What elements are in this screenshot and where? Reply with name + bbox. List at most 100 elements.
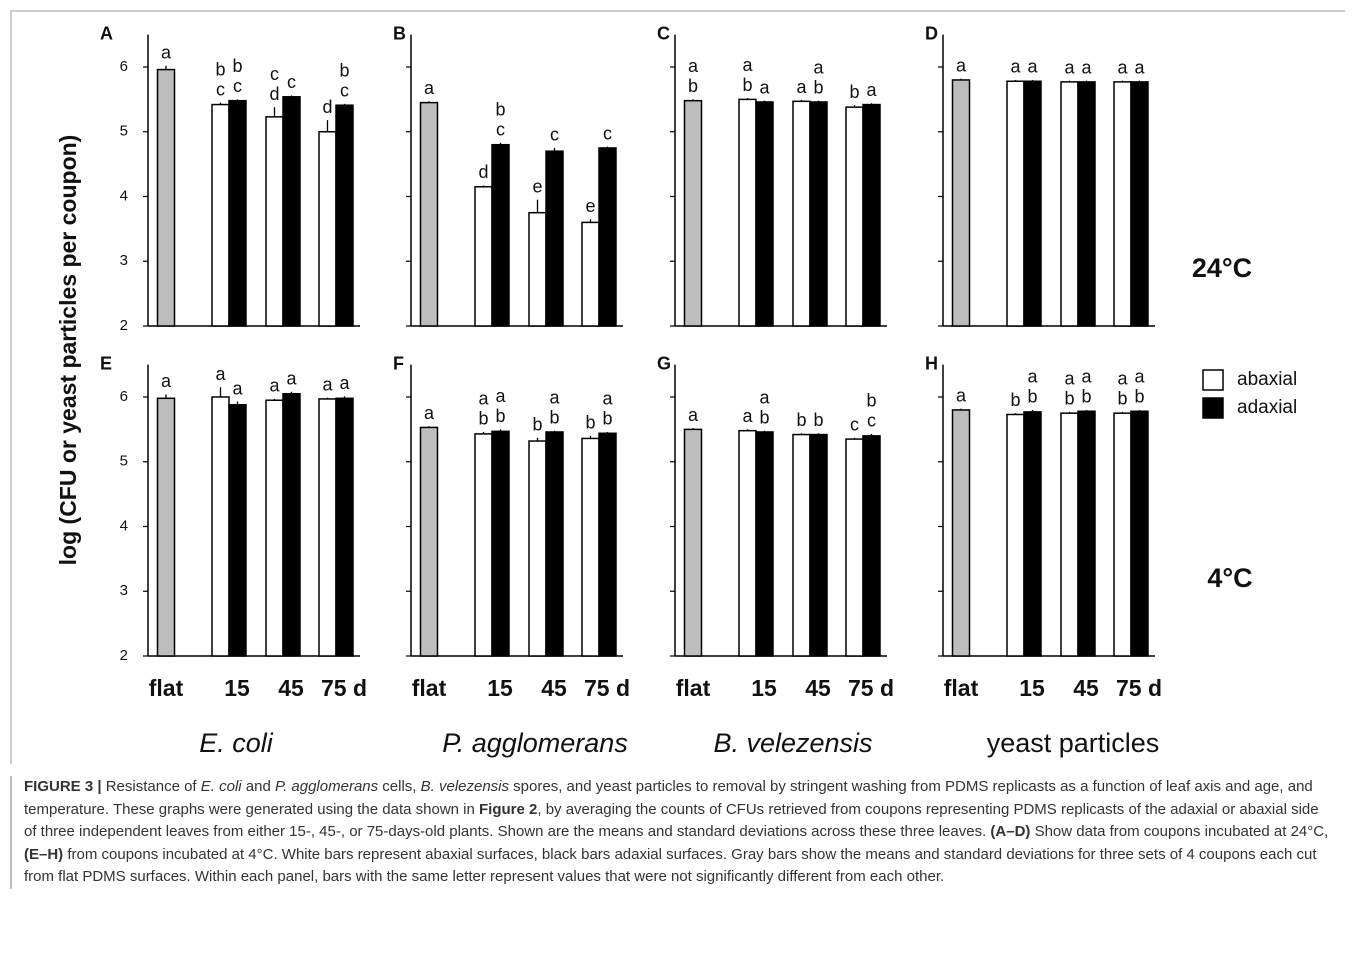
caption-text: cells, [378, 778, 421, 795]
bar [528, 440, 547, 657]
significance-letter: a [602, 389, 613, 409]
bar [755, 431, 774, 657]
x-tick-label: flat [412, 675, 447, 701]
y-tick-label: 6 [120, 388, 128, 405]
caption-text: B. velezensis [420, 778, 510, 795]
bar [862, 103, 881, 327]
bar [951, 409, 971, 657]
significance-letter: e [585, 196, 595, 216]
significance-letter: a [478, 389, 489, 409]
x-tick-label: 15 [487, 675, 513, 701]
significance-letter: a [813, 57, 824, 77]
bar [1130, 410, 1149, 657]
significance-letter: a [1117, 57, 1128, 77]
significance-letter: b [813, 410, 823, 430]
bar [419, 101, 439, 327]
significance-letter: a [1010, 57, 1021, 77]
x-tick-label: 75 d [848, 675, 894, 701]
bar [545, 431, 564, 657]
significance-letter: b [532, 415, 542, 435]
caption-text: and [241, 778, 275, 795]
caption-text: (E–H) [24, 845, 64, 863]
significance-letter: c [603, 123, 612, 143]
significance-letter: d [269, 84, 279, 104]
panel-label: E [100, 353, 112, 373]
x-tick-label: 75 d [1116, 675, 1162, 701]
x-tick-label: 15 [751, 675, 777, 701]
bar [1060, 412, 1079, 657]
significance-letter: a [339, 373, 350, 393]
organism-label: E. coli [199, 728, 274, 758]
significance-letter: a [742, 406, 753, 426]
significance-letter: a [424, 403, 435, 423]
bar [228, 99, 247, 327]
significance-letter: a [424, 78, 435, 98]
significance-letter: a [215, 364, 226, 384]
significance-letter: b [495, 100, 505, 120]
caption-text: FIGURE 3 | [24, 778, 102, 795]
bar [792, 433, 811, 657]
bar [156, 68, 176, 327]
significance-letter: b [215, 59, 225, 79]
bar [1113, 81, 1132, 327]
significance-letter: a [1134, 367, 1145, 387]
organism-label: yeast particles [987, 728, 1160, 758]
significance-letter: b [1027, 387, 1037, 407]
bar [282, 96, 301, 327]
caption-text: , by averaging the counts of CFUs retrie… [24, 800, 1319, 841]
significance-letter: b [585, 413, 595, 433]
bar [474, 433, 493, 657]
bar [1006, 80, 1025, 327]
significance-letter: d [478, 162, 488, 182]
significance-letter: a [688, 56, 699, 76]
panel-label: C [657, 23, 670, 43]
bar [1113, 412, 1132, 657]
bar [683, 99, 703, 327]
legend-label: abaxial [1237, 369, 1297, 390]
significance-letter: c [340, 81, 349, 101]
significance-letter: b [549, 407, 559, 427]
significance-letter: a [956, 385, 967, 405]
x-tick-label: 45 [541, 675, 567, 701]
bar [545, 150, 564, 327]
significance-letter: b [602, 409, 612, 429]
bar [1023, 80, 1042, 327]
significance-letter: e [532, 176, 542, 196]
bar [156, 397, 176, 657]
significance-letter: b [478, 409, 488, 429]
panel-label: A [100, 23, 113, 43]
bar [951, 79, 971, 327]
bar [211, 103, 230, 327]
significance-letter: a [1064, 57, 1075, 77]
bar [211, 396, 230, 657]
bar [809, 433, 828, 657]
caption-text: Figure 2 [479, 800, 538, 818]
bar [528, 211, 547, 327]
significance-letter: a [796, 77, 807, 97]
significance-letter: a [1027, 367, 1038, 387]
y-tick-label: 3 [120, 252, 128, 269]
x-tick-label: 75 d [584, 675, 630, 701]
significance-letter: b [339, 61, 349, 81]
y-tick-label: 2 [120, 317, 128, 334]
y-tick-label: 4 [120, 517, 128, 534]
caption-text: P. agglomerans [275, 778, 379, 795]
caption-text: Show data from coupons incubated at 24°C… [1030, 823, 1329, 840]
bar [581, 221, 600, 327]
significance-letter: a [866, 80, 877, 100]
bar [683, 428, 703, 657]
significance-letter: a [742, 55, 753, 75]
x-tick-label: 45 [278, 675, 304, 701]
bar [845, 438, 864, 657]
significance-letter: a [495, 386, 506, 406]
bar [862, 435, 881, 657]
organism-label: B. velezensis [713, 728, 872, 758]
significance-letter: b [813, 77, 823, 97]
x-tick-label: 45 [805, 675, 831, 701]
significance-letter: a [1134, 57, 1145, 77]
bar [1130, 81, 1149, 327]
panel-label: G [657, 353, 671, 373]
x-tick-label: 45 [1073, 675, 1099, 701]
panel-label: H [925, 353, 938, 373]
